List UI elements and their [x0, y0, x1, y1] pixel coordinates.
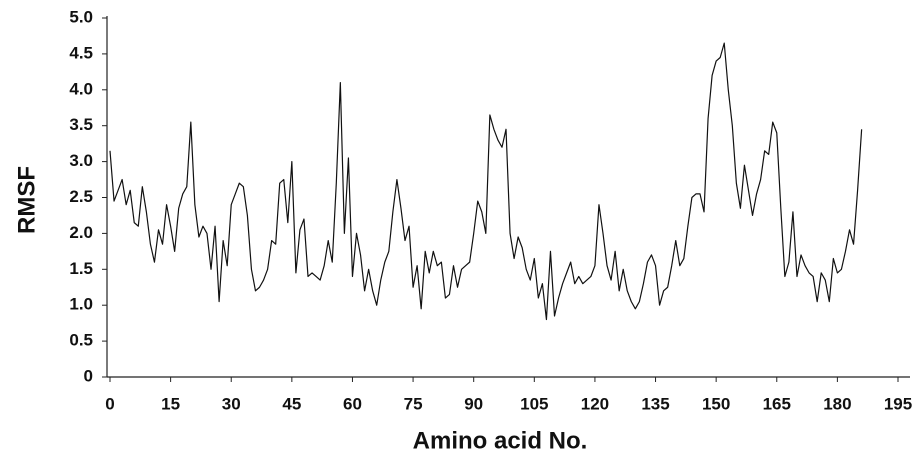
y-tick-label: 1.5 [69, 259, 93, 278]
y-tick-label: 4.0 [69, 79, 93, 98]
x-tick-label: 90 [464, 394, 483, 413]
y-tick-label: 2.5 [69, 187, 93, 206]
y-tick-label: 4.5 [69, 43, 93, 62]
x-tick-label: 30 [222, 394, 241, 413]
y-tick-label: 5.0 [69, 7, 93, 26]
x-tick-label: 60 [343, 394, 362, 413]
x-tick-label: 150 [702, 394, 730, 413]
x-tick-label: 180 [823, 394, 851, 413]
y-axis-title: RMSF [13, 166, 40, 234]
x-tick-label: 120 [581, 394, 609, 413]
x-tick-label: 15 [161, 394, 180, 413]
y-tick-label: 2.0 [69, 223, 93, 242]
x-tick-label: 75 [404, 394, 423, 413]
data-line [109, 42, 863, 321]
x-tick-label: 105 [520, 394, 548, 413]
x-axis-title: Amino acid No. [413, 427, 588, 454]
x-tick-label: 195 [884, 394, 912, 413]
y-tick-label: 3.0 [69, 151, 93, 170]
y-tick-label: 0.5 [69, 331, 93, 350]
x-tick-label: 165 [763, 394, 791, 413]
x-tick-label: 45 [282, 394, 301, 413]
y-tick-label: 0 [84, 366, 93, 385]
x-tick-label: 135 [641, 394, 669, 413]
y-tick-label: 1.0 [69, 295, 93, 314]
y-tick-label: 3.5 [69, 115, 93, 134]
x-tick-label: 0 [105, 394, 114, 413]
